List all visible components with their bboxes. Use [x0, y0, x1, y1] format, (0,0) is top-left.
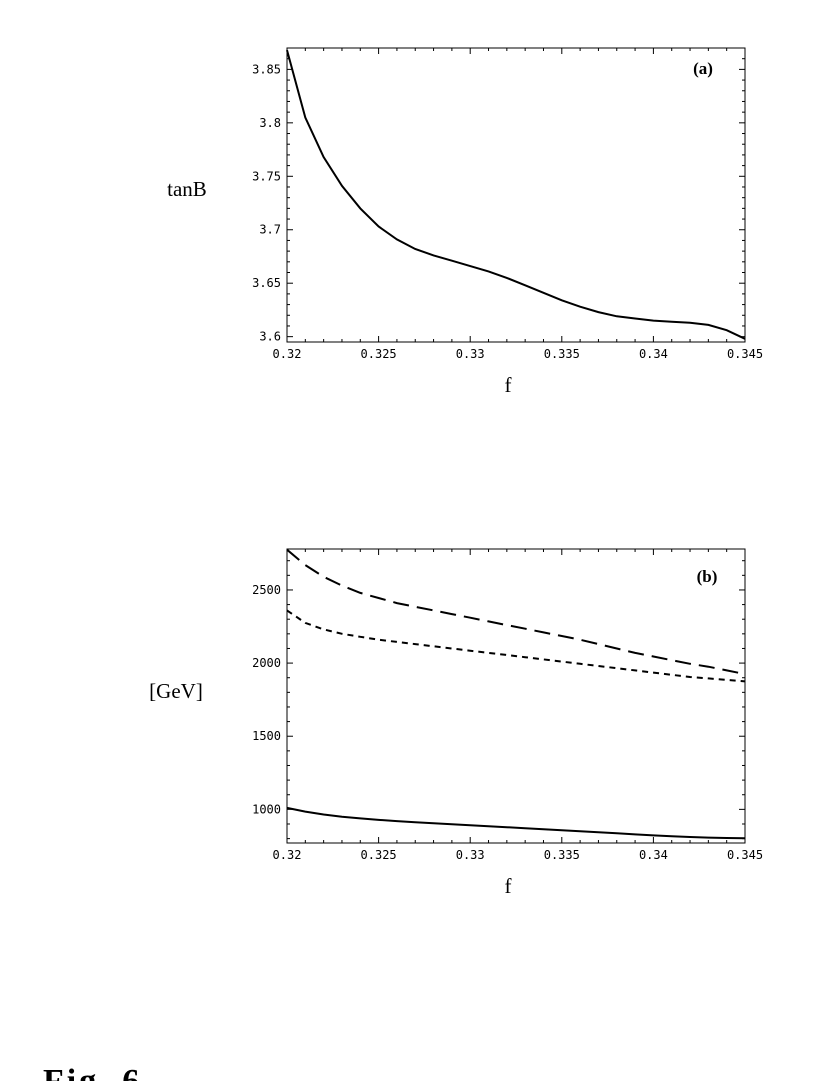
x-tick-label: 0.34: [639, 347, 668, 361]
y-tick-label: 2000: [252, 656, 281, 670]
y-tick-label: 1500: [252, 729, 281, 743]
y-tick-label: 3.75: [252, 169, 281, 183]
series-line-solid: [286, 49, 746, 340]
y-tick-label: 3.85: [252, 62, 281, 76]
y-tick-label: 3.6: [259, 330, 281, 344]
x-tick-label: 0.32: [273, 347, 302, 361]
x-tick-label: 0.33: [456, 848, 485, 862]
x-tick-label: 0.335: [544, 848, 580, 862]
panel-label: (a): [693, 59, 713, 78]
y-tick-label: 3.65: [252, 276, 281, 290]
plot-frame: [286, 548, 746, 844]
x-tick-label: 0.335: [544, 347, 580, 361]
y-tick-label: 2500: [252, 583, 281, 597]
x-tick-label: 0.345: [727, 848, 763, 862]
y-axis-label: [GeV]: [149, 679, 203, 703]
x-axis-label: f: [505, 874, 512, 898]
y-tick-label: 3.8: [259, 116, 281, 130]
panel-a: 0.32 0.325 0.33 0.335 0.34 0.345 3.6 3.65 3.7 3.7…: [167, 47, 763, 397]
y-axis-label: tanB: [167, 177, 207, 201]
series-line-short-dash: [286, 609, 746, 683]
panel-label: (b): [697, 567, 718, 586]
x-tick-label: 0.33: [456, 347, 485, 361]
x-tick-label: 0.325: [361, 848, 397, 862]
y-tick-label: 1000: [252, 802, 281, 816]
panel-b: 0.32 0.325 0.33 0.335 0.34 0.345 1000 1500 2000 2…: [149, 548, 763, 898]
plot-frame: [286, 47, 746, 343]
y-tick-label: 3.7: [259, 223, 281, 237]
series-line-solid: [286, 806, 746, 840]
x-tick-label: 0.325: [361, 347, 397, 361]
x-tick-label: 0.34: [639, 848, 668, 862]
figure-caption: Fig. 6: [43, 1063, 142, 1081]
x-axis-label: f: [505, 373, 512, 397]
x-tick-label: 0.32: [273, 848, 302, 862]
x-tick-label: 0.345: [727, 347, 763, 361]
series-line-long-dash: [286, 548, 746, 676]
